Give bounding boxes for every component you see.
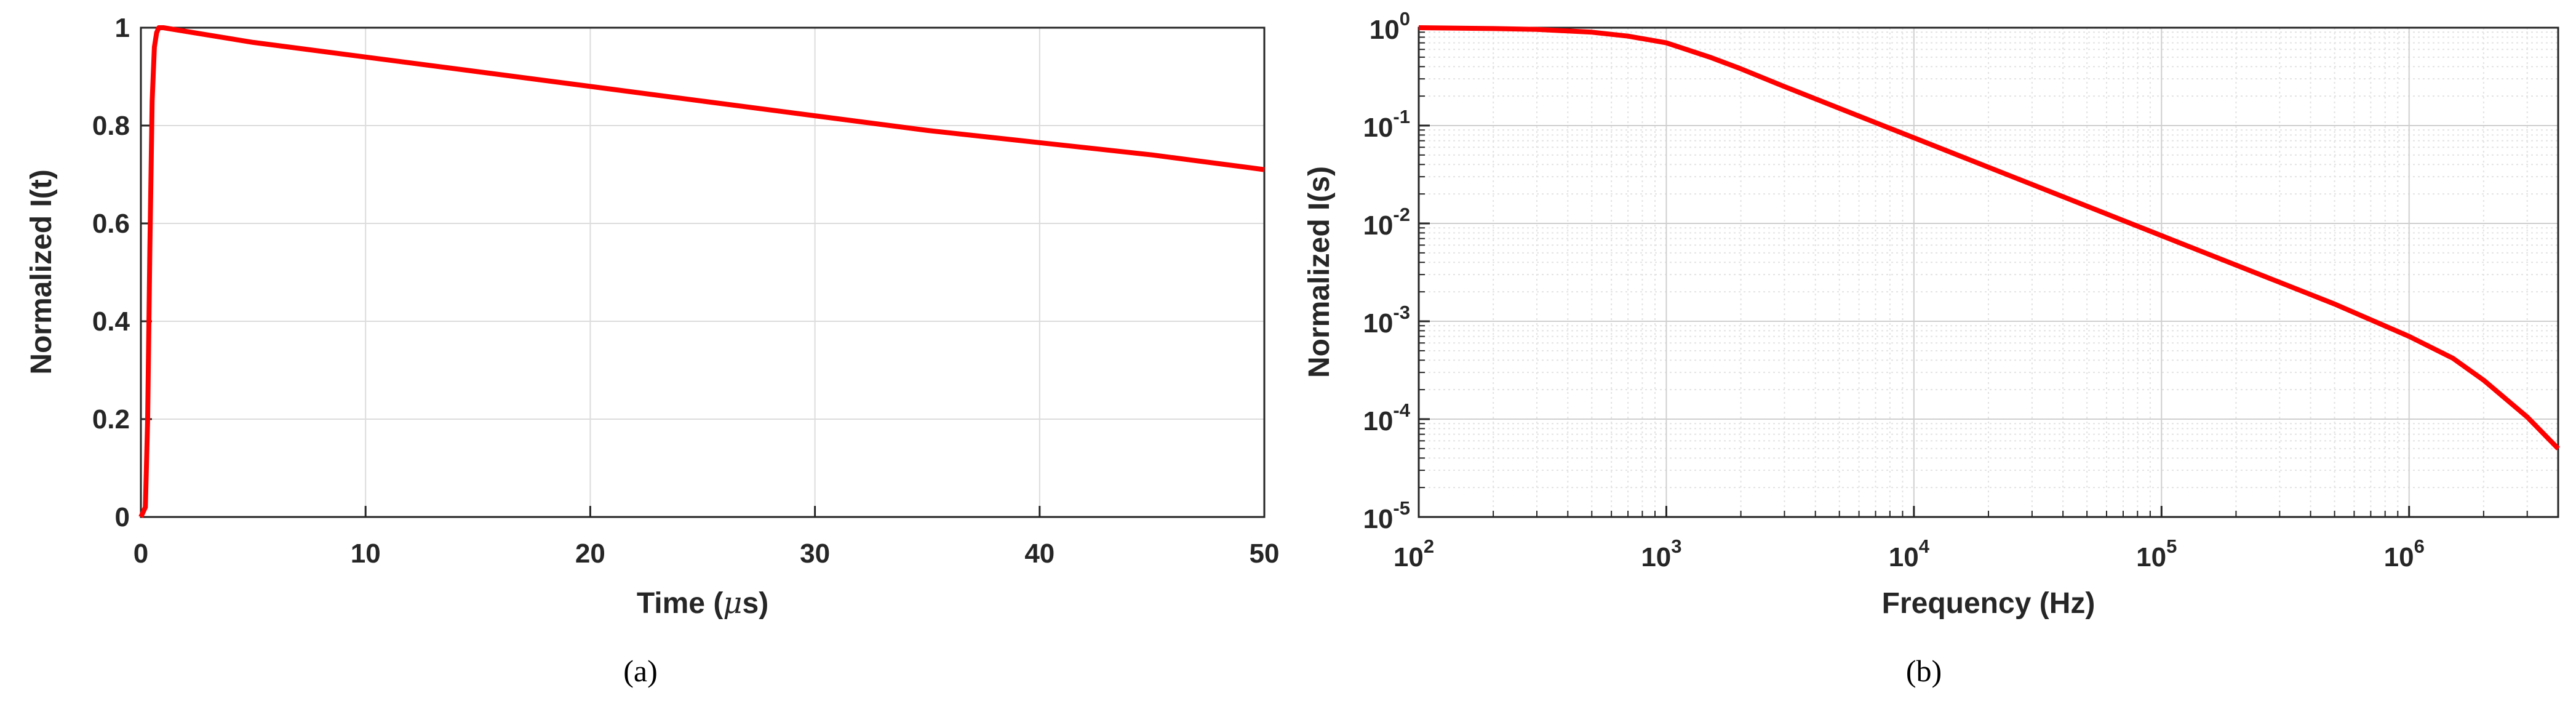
panel-b-y-tick-exponent: -5 <box>1393 497 1410 519</box>
panel-b-y-tick-label: 10-5 <box>1363 497 1410 534</box>
panel-a-y-tick-label: 0.2 <box>92 404 130 435</box>
panel-a-x-tick-label: 20 <box>575 539 605 569</box>
panel-a-x-tick-label: 50 <box>1250 539 1280 569</box>
panel-b-x-tick-label: 102 <box>1394 535 1434 572</box>
panel-b-x-tick-exponent: 4 <box>1919 535 1930 557</box>
panel-b-y-tick-label: 10-2 <box>1363 204 1410 241</box>
panel-a-y-tick-label: 1 <box>115 13 130 43</box>
panel-b-y-tick-base: 10 <box>1363 210 1393 241</box>
panel-a-current-line <box>138 25 1265 518</box>
panel-a: 0 10 20 30 40 50 0 0.2 0.4 0.6 0.8 1 Time (μs) Norm… <box>25 13 1279 688</box>
panel-b-x-tick-exponent: 5 <box>2166 535 2177 557</box>
panel-b-x-tick-label: 105 <box>2136 535 2177 572</box>
panel-b-y-tick-base: 10 <box>1370 15 1400 45</box>
panel-b-y-axis-label: Normalized I(s) <box>1303 166 1336 378</box>
panel-b-x-tick-exponent: 6 <box>2414 535 2425 557</box>
panel-b-x-axis-label: Frequency (Hz) <box>1882 587 2095 620</box>
panel-b-y-tick-label: 10-3 <box>1363 302 1410 338</box>
panel-b-series <box>1418 25 2560 451</box>
panel-b-x-tick-base: 10 <box>2384 542 2414 572</box>
panel-b-y-tick-base: 10 <box>1363 113 1393 143</box>
panel-a-ticks: 0 10 20 30 40 50 0 0.2 0.4 0.6 0.8 1 <box>92 13 1280 569</box>
panel-b-x-tick-label: 106 <box>2384 535 2425 572</box>
panel-b-y-tick-exponent: -4 <box>1393 399 1410 421</box>
panel-a-x-axis-label: Time (μs) <box>637 586 768 620</box>
panel-b-x-tick-base: 10 <box>1641 542 1671 572</box>
panel-a-y-tick-label: 0 <box>115 502 130 532</box>
panel-b-caption: (b) <box>1906 654 1942 688</box>
panel-b-y-tick-base: 10 <box>1363 406 1393 436</box>
panel-b-y-tick-label: 10-4 <box>1363 399 1410 436</box>
panel-b-x-tick-base: 10 <box>1394 542 1424 572</box>
panel-a-series <box>138 25 1265 518</box>
panel-b-y-tick-label: 10-1 <box>1363 106 1410 143</box>
panel-a-x-tick-label: 40 <box>1024 539 1055 569</box>
panel-a-y-tick-label: 0.4 <box>92 306 130 337</box>
panel-b-x-tick-label: 103 <box>1641 535 1681 572</box>
panel-b-y-tick-label: 100 <box>1370 8 1410 45</box>
panel-a-y-tick-label: 0.6 <box>92 209 130 239</box>
panel-b-y-tick-exponent: -2 <box>1393 204 1410 225</box>
panel-b-grid <box>1418 27 2558 518</box>
panel-b-spectrum-line <box>1418 25 2560 451</box>
panel-a-caption: (a) <box>623 654 658 688</box>
panel-b-y-tick-base: 10 <box>1363 308 1393 338</box>
panel-b-y-tick-exponent: -3 <box>1393 302 1410 323</box>
panel-b-x-tick-exponent: 3 <box>1671 535 1681 557</box>
panel-a-x-tick-label: 0 <box>134 539 148 569</box>
panel-b-plot-area <box>1418 26 2559 518</box>
panel-a-x-tick-label: 30 <box>800 539 830 569</box>
panel-b-y-tick-base: 10 <box>1363 504 1393 534</box>
panel-a-plot-area <box>140 26 1266 518</box>
panel-b-x-tick-base: 10 <box>2136 542 2166 572</box>
panel-b-x-tick-exponent: 2 <box>1424 535 1434 557</box>
panel-a-y-tick-label: 0.8 <box>92 111 130 141</box>
panel-a-x-tick-label: 10 <box>351 539 381 569</box>
panel-a-y-axis-label: Normalized I(t) <box>25 169 58 374</box>
panel-b-y-tick-exponent: -1 <box>1393 106 1410 127</box>
panel-b-y-tick-exponent: 0 <box>1400 8 1410 30</box>
panel-b-x-tick-base: 10 <box>1889 542 1919 572</box>
panel-b-x-tick-label: 104 <box>1889 535 1930 572</box>
